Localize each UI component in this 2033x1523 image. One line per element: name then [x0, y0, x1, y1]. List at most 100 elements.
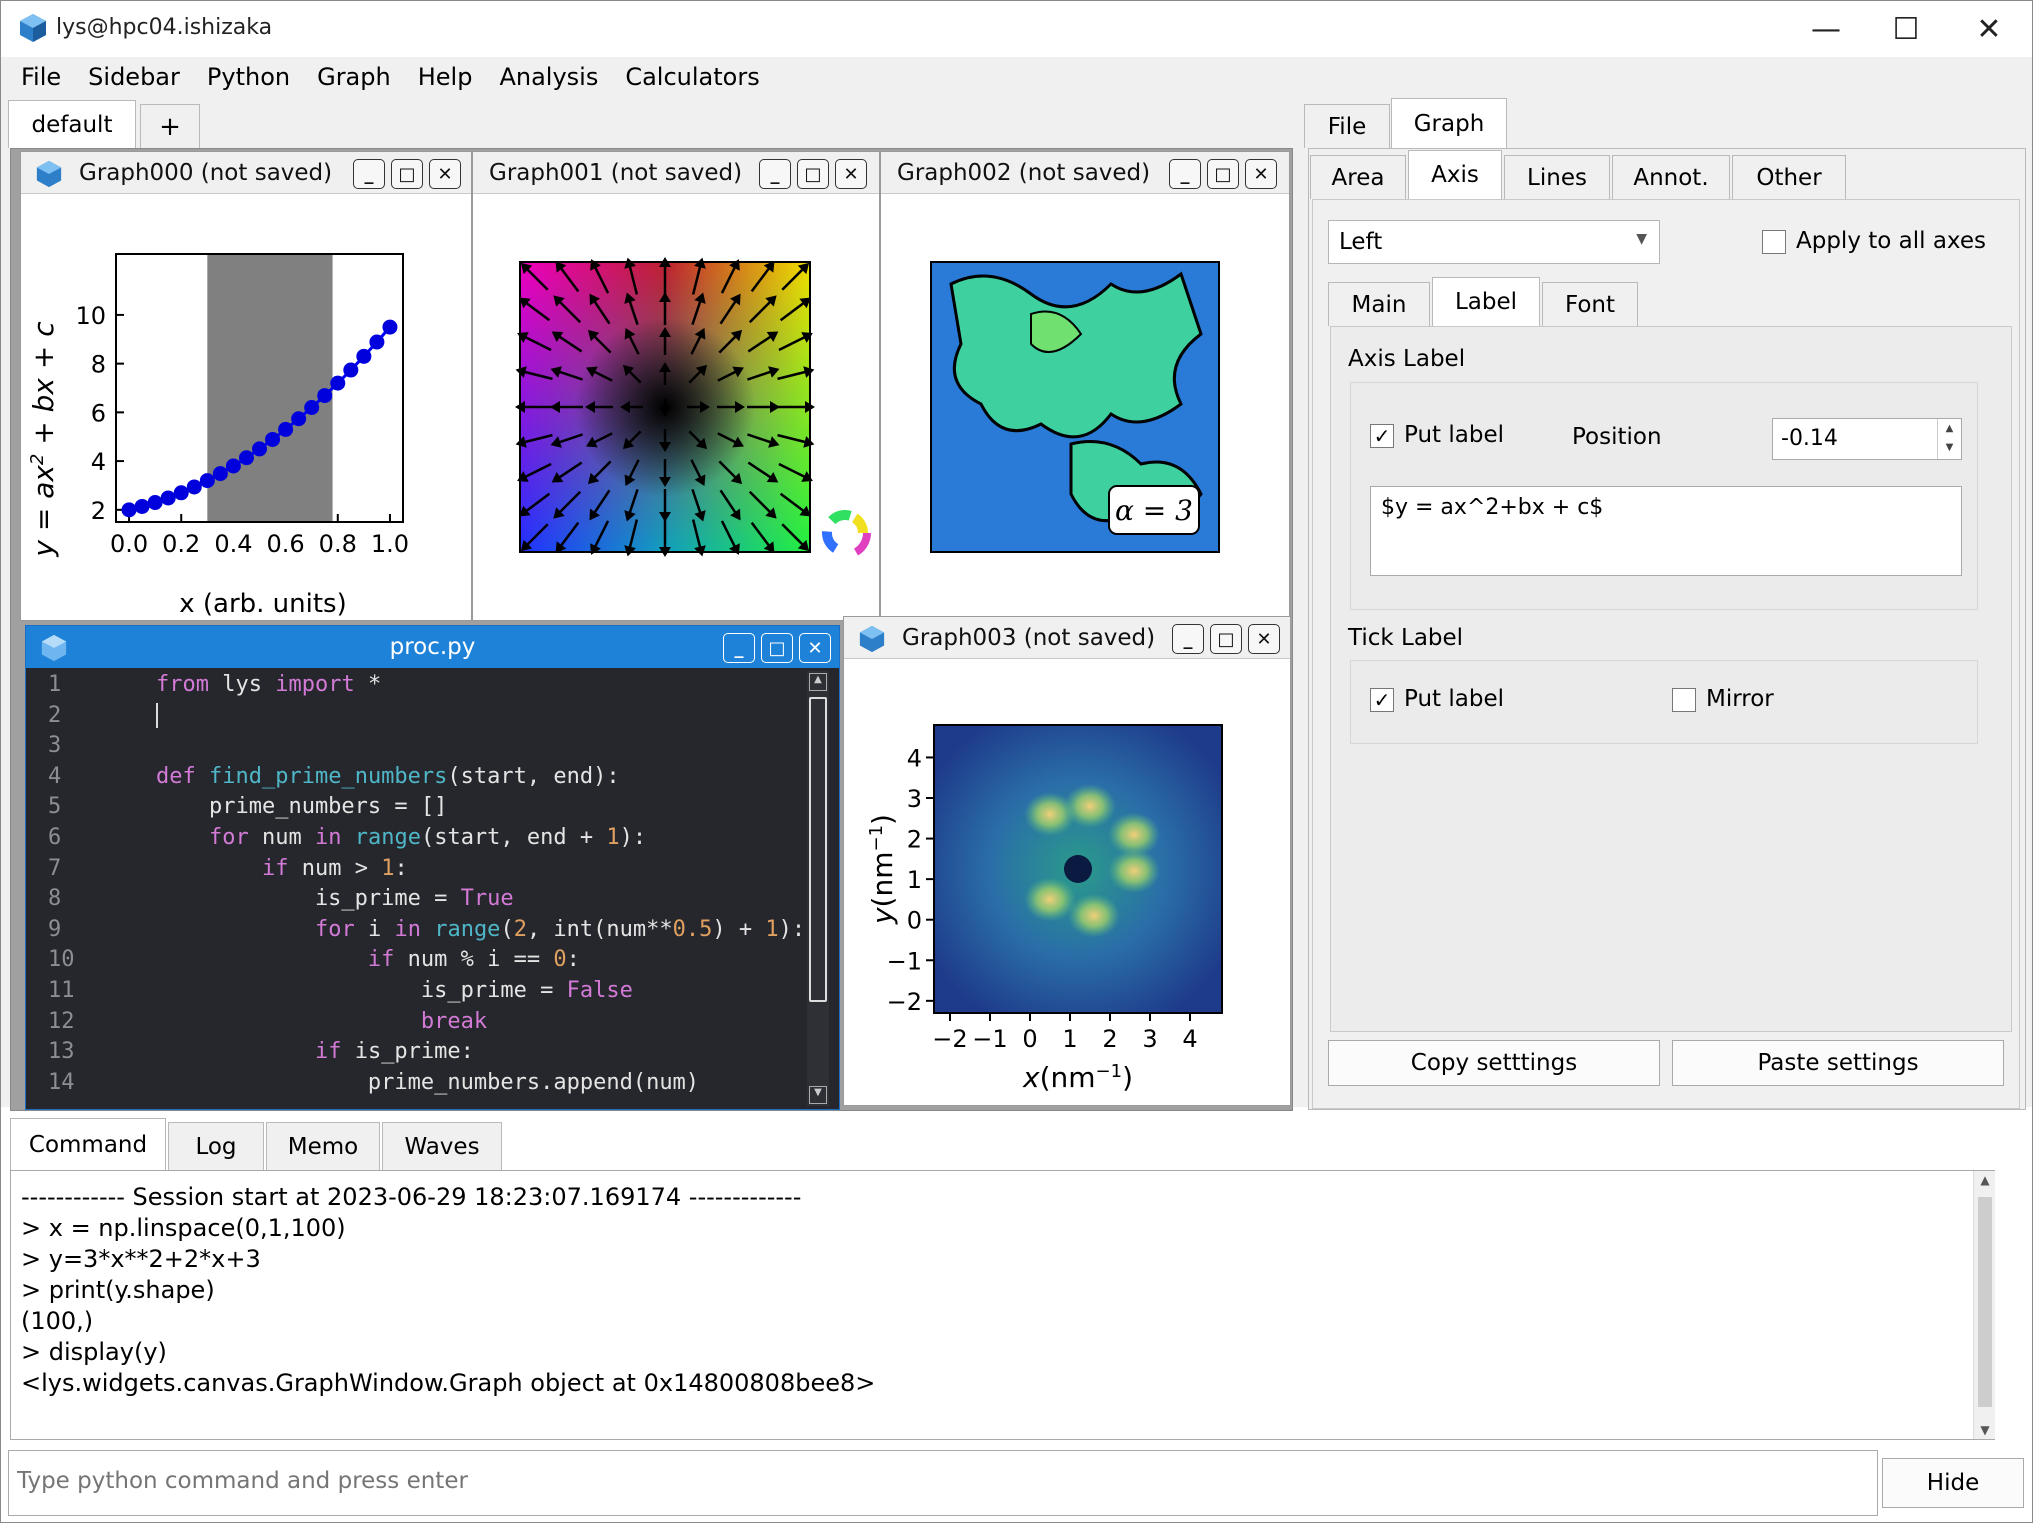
close-icon[interactable]: ✕	[1245, 159, 1277, 189]
menu-graph[interactable]: Graph	[317, 63, 391, 91]
graph003-window[interactable]: Graph003 (not saved) _ □ ✕ −2 −1 0 1 2 3 4 4 3 2 1…	[843, 616, 1291, 1106]
editor-titlebar[interactable]: proc.py _ □ ✕	[26, 626, 839, 668]
spin-arrows-icon[interactable]: ▲ ▼	[1937, 419, 1961, 459]
window-title: lys@hpc04.ishizaka	[56, 15, 273, 40]
graph002-titlebar[interactable]: Graph002 (not saved) _ □ ✕	[881, 152, 1289, 194]
vector-arrow	[779, 297, 812, 322]
graph001-window[interactable]: Graph001 (not saved) _ □ ✕	[472, 151, 880, 621]
console-output[interactable]: ▲ ▼ ------------ Session start at 2023-0…	[10, 1170, 1995, 1440]
minimize-icon[interactable]: _	[1172, 624, 1204, 654]
vector-arrow	[717, 401, 745, 413]
vector-arrow	[624, 257, 639, 295]
tick-label-title: Tick Label	[1348, 625, 1464, 651]
label-text-input[interactable]: $y = ax^2+bx + c$	[1370, 486, 1962, 576]
tab-other[interactable]: Other	[1732, 155, 1846, 199]
graph000-plot[interactable]: y = ax2 + bx + c x (arb. units) 0.0 0.2 0.…	[21, 194, 471, 620]
close-icon[interactable]: ✕	[835, 159, 867, 189]
add-tab-button[interactable]: +	[140, 104, 200, 148]
graph002-window[interactable]: Graph002 (not saved) _ □ ✕ α = 3	[880, 151, 1290, 621]
tab-default[interactable]: default	[8, 100, 136, 148]
tab-main[interactable]: Main	[1328, 282, 1430, 326]
maximize-icon[interactable]: □	[797, 159, 829, 189]
minimize-button[interactable]: —	[1811, 11, 1841, 47]
heatmap-peak	[1024, 877, 1076, 922]
code-text: prime_numbers = []	[156, 794, 448, 820]
menu-file[interactable]: File	[21, 63, 62, 91]
shaded-region[interactable]	[207, 254, 333, 522]
x-tick-label: −1	[972, 1025, 1007, 1053]
data-point	[382, 319, 398, 335]
vector-arrow	[688, 364, 708, 384]
put-label-checkbox[interactable]: ✓	[1370, 424, 1394, 448]
close-icon[interactable]: ✕	[429, 159, 461, 189]
hide-button[interactable]: Hide	[1882, 1458, 2024, 1508]
vector-arrow	[586, 366, 613, 382]
graph002-plot[interactable]: α = 3	[881, 194, 1289, 620]
command-input-box[interactable]	[8, 1450, 1878, 1516]
menu-calculators[interactable]: Calculators	[625, 63, 760, 91]
console-scrollbar[interactable]: ▲ ▼	[1973, 1171, 1995, 1439]
menu-analysis[interactable]: Analysis	[499, 63, 599, 91]
graph003-titlebar[interactable]: Graph003 (not saved) _ □ ✕	[844, 617, 1290, 659]
tick-put-label-checkbox[interactable]: ✓	[1370, 688, 1394, 712]
maximize-icon[interactable]: □	[1207, 159, 1239, 189]
tab-waves[interactable]: Waves	[382, 1122, 502, 1170]
mirror-checkbox[interactable]	[1672, 688, 1696, 712]
code-editor[interactable]: 1 from lys import * 2 3 4 def find_prime_num…	[26, 668, 839, 1109]
close-icon[interactable]: ✕	[799, 633, 831, 663]
graph001-plot[interactable]	[473, 194, 879, 620]
menu-python[interactable]: Python	[206, 63, 291, 91]
vector-arrow	[718, 329, 743, 354]
minimize-icon[interactable]: _	[759, 159, 791, 189]
tab-lines[interactable]: Lines	[1504, 155, 1610, 199]
axis-select-value: Left	[1339, 229, 1383, 255]
close-icon[interactable]: ✕	[1248, 624, 1280, 654]
graph000-titlebar[interactable]: Graph000 (not saved) _ □ ✕	[21, 152, 471, 194]
graph001-titlebar[interactable]: Graph001 (not saved) _ □ ✕	[473, 152, 879, 194]
graph000-window[interactable]: Graph000 (not saved) _ □ ✕ y = ax2 + bx …	[20, 151, 472, 621]
maximize-icon[interactable]: □	[761, 633, 793, 663]
tab-memo[interactable]: Memo	[266, 1122, 380, 1170]
line-number: 14	[48, 1069, 75, 1095]
copy-settings-button[interactable]: Copy setttings	[1328, 1040, 1660, 1086]
maximize-icon[interactable]: □	[1210, 624, 1242, 654]
minimize-icon[interactable]: _	[353, 159, 385, 189]
line-number: 6	[48, 825, 62, 850]
tab-label[interactable]: Label	[1432, 277, 1540, 326]
editor-window[interactable]: proc.py _ □ ✕ 1 from lys import * 2 3 4 def …	[25, 625, 840, 1110]
tab-area[interactable]: Area	[1310, 155, 1406, 199]
console-line: ------------ Session start at 2023-06-29…	[21, 1183, 802, 1211]
maximize-icon[interactable]: □	[391, 159, 423, 189]
x-tick-label: 0	[1022, 1025, 1037, 1053]
maximize-button[interactable]: ☐	[1892, 11, 1920, 47]
menu-help[interactable]: Help	[417, 63, 473, 91]
axis-select[interactable]: Left ▼	[1328, 220, 1660, 264]
paste-settings-button[interactable]: Paste settings	[1672, 1040, 2004, 1086]
vector-arrow	[587, 460, 612, 485]
minimize-icon[interactable]: _	[1169, 159, 1201, 189]
tab-axis[interactable]: Axis	[1408, 150, 1502, 199]
y-tick-label: 2	[907, 826, 922, 854]
vector-arrow	[659, 292, 671, 325]
tab-graph[interactable]: Graph	[1391, 98, 1507, 148]
command-input[interactable]	[17, 1461, 1867, 1501]
alpha-annotation-box[interactable]	[1108, 485, 1200, 535]
vector-arrow	[691, 519, 706, 557]
vector-arrow	[585, 401, 613, 413]
position-spinbox[interactable]: -0.14 ▲ ▼	[1772, 418, 1962, 460]
y-tick-label: 3	[907, 785, 922, 813]
close-button[interactable]: ✕	[1976, 11, 2002, 47]
tab-file[interactable]: File	[1304, 104, 1390, 148]
tab-font[interactable]: Font	[1542, 282, 1638, 326]
menu-sidebar[interactable]: Sidebar	[88, 63, 180, 91]
editor-scrollbar[interactable]: ▲ ▼	[807, 671, 829, 1106]
line-number: 13	[48, 1039, 75, 1065]
tab-log[interactable]: Log	[168, 1122, 264, 1170]
minimize-icon[interactable]: _	[723, 633, 755, 663]
apply-all-checkbox[interactable]	[1762, 230, 1786, 254]
console-line: > y=3*x**2+2*x+3	[21, 1245, 261, 1273]
tab-annot[interactable]: Annot.	[1612, 155, 1730, 199]
heatmap-peak	[1024, 792, 1076, 837]
tab-command[interactable]: Command	[10, 1118, 166, 1170]
